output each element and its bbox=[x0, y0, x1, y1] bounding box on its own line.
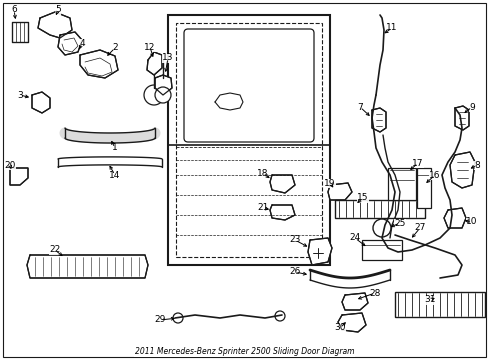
Polygon shape bbox=[10, 168, 28, 185]
Polygon shape bbox=[307, 238, 331, 265]
Polygon shape bbox=[454, 106, 468, 130]
Text: 12: 12 bbox=[144, 42, 155, 51]
Bar bbox=[168, 15, 329, 265]
Bar bbox=[387, 168, 415, 200]
Text: 7: 7 bbox=[356, 103, 362, 112]
Text: 14: 14 bbox=[109, 171, 121, 180]
Text: 29: 29 bbox=[154, 315, 165, 324]
Polygon shape bbox=[327, 183, 351, 200]
Polygon shape bbox=[337, 313, 365, 332]
Circle shape bbox=[155, 87, 171, 103]
Polygon shape bbox=[443, 208, 465, 228]
Text: 30: 30 bbox=[334, 324, 345, 333]
Text: 28: 28 bbox=[368, 288, 380, 297]
Circle shape bbox=[173, 313, 183, 323]
Text: 3: 3 bbox=[17, 90, 23, 99]
Polygon shape bbox=[12, 22, 28, 42]
Text: 4: 4 bbox=[79, 39, 84, 48]
Text: 5: 5 bbox=[55, 5, 61, 14]
Bar bbox=[394, 292, 484, 317]
Polygon shape bbox=[269, 205, 294, 220]
Polygon shape bbox=[147, 52, 162, 75]
Circle shape bbox=[372, 219, 390, 237]
Bar bbox=[361, 240, 401, 260]
Bar bbox=[416, 168, 430, 208]
Circle shape bbox=[143, 85, 163, 105]
Text: 15: 15 bbox=[357, 194, 368, 202]
Text: 17: 17 bbox=[411, 158, 423, 167]
Text: 16: 16 bbox=[428, 171, 440, 180]
Text: 20: 20 bbox=[4, 161, 16, 170]
Text: 22: 22 bbox=[49, 246, 61, 255]
Text: 31: 31 bbox=[424, 296, 435, 305]
Circle shape bbox=[274, 311, 285, 321]
Text: 11: 11 bbox=[386, 23, 397, 32]
Text: 23: 23 bbox=[289, 235, 300, 244]
Text: 27: 27 bbox=[413, 224, 425, 233]
Text: 8: 8 bbox=[473, 161, 479, 170]
Bar bbox=[334, 200, 424, 218]
Text: 19: 19 bbox=[324, 179, 335, 188]
Text: 25: 25 bbox=[393, 219, 405, 228]
Text: 6: 6 bbox=[11, 5, 17, 14]
Text: 2011 Mercedes-Benz Sprinter 2500 Sliding Door Diagram: 2011 Mercedes-Benz Sprinter 2500 Sliding… bbox=[135, 347, 353, 356]
Polygon shape bbox=[269, 175, 294, 193]
Text: 13: 13 bbox=[162, 54, 173, 63]
Text: 18: 18 bbox=[257, 168, 268, 177]
Text: 21: 21 bbox=[257, 203, 268, 212]
Polygon shape bbox=[341, 293, 367, 310]
Text: 1: 1 bbox=[112, 144, 118, 153]
Polygon shape bbox=[80, 50, 118, 78]
Polygon shape bbox=[38, 12, 72, 38]
Text: 10: 10 bbox=[465, 217, 477, 226]
Polygon shape bbox=[155, 75, 172, 95]
Text: 26: 26 bbox=[289, 267, 300, 276]
Text: 9: 9 bbox=[468, 103, 474, 112]
Polygon shape bbox=[27, 255, 148, 278]
Polygon shape bbox=[371, 108, 385, 132]
Text: 2: 2 bbox=[112, 44, 118, 53]
Bar bbox=[176, 23, 321, 257]
Polygon shape bbox=[32, 92, 50, 113]
Polygon shape bbox=[449, 152, 474, 188]
Text: 24: 24 bbox=[348, 234, 360, 243]
Polygon shape bbox=[58, 32, 82, 55]
